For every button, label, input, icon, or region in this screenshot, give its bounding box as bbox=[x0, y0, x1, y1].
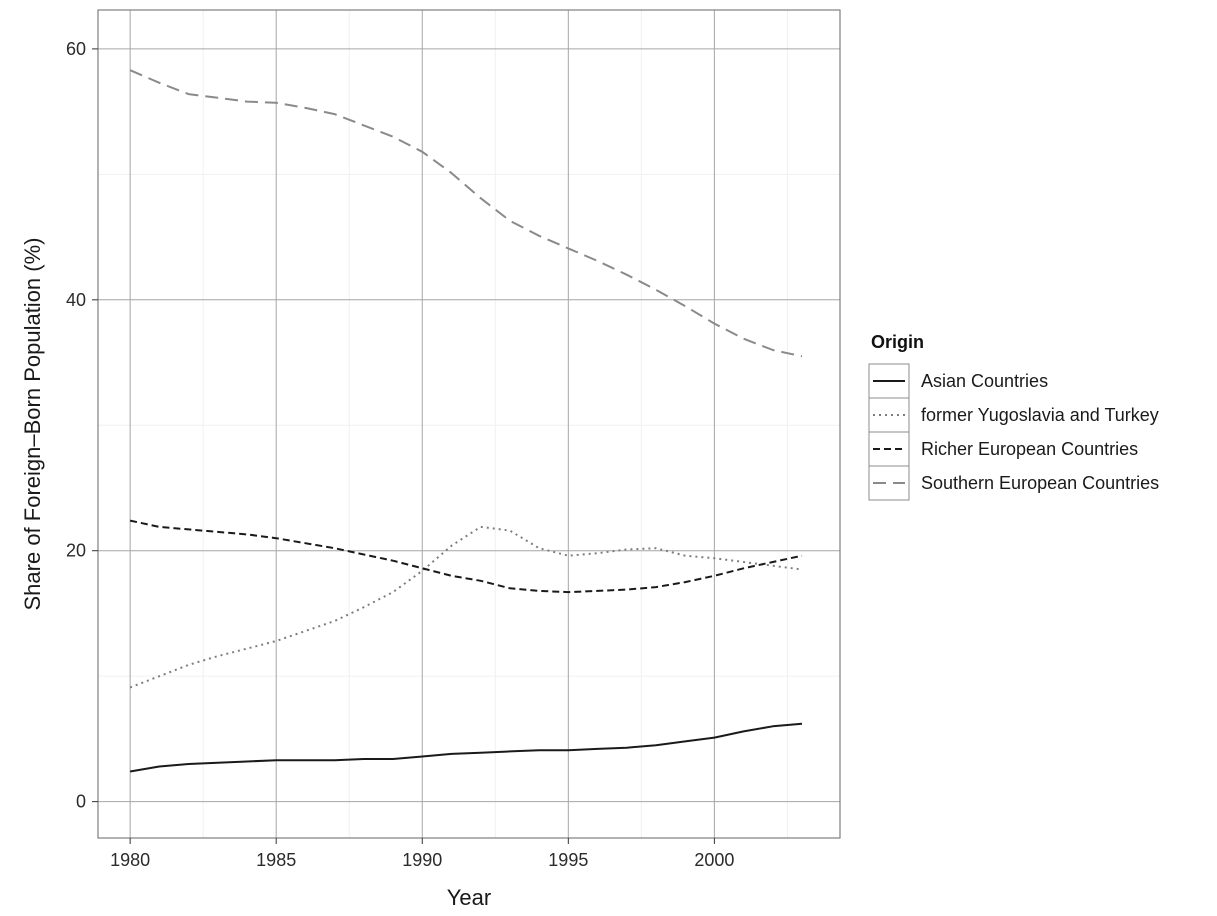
legend: Origin Asian Countries former Yugoslavia … bbox=[868, 332, 1159, 501]
y-tick-label: 40 bbox=[66, 290, 86, 310]
legend-label-2: former Yugoslavia and Turkey bbox=[921, 405, 1159, 425]
plot-area bbox=[98, 10, 840, 838]
x-tick-label: 1985 bbox=[256, 850, 296, 870]
plot-background bbox=[98, 10, 840, 838]
legend-label-4: Southern European Countries bbox=[921, 473, 1159, 493]
series-line-1 bbox=[129, 722, 803, 773]
legend-label-1: Asian Countries bbox=[921, 371, 1048, 391]
y-tick-label: 60 bbox=[66, 39, 86, 59]
x-tick-label: 1990 bbox=[402, 850, 442, 870]
axis-ticks: 1980 1985 1990 1995 2000 0 20 40 60 bbox=[66, 39, 734, 870]
series-line-2 bbox=[129, 525, 803, 689]
series-lines bbox=[129, 69, 803, 773]
legend-title: Origin bbox=[871, 332, 924, 352]
x-tick-label: 1980 bbox=[110, 850, 150, 870]
series-line-4 bbox=[129, 69, 803, 358]
gridlines bbox=[98, 10, 840, 838]
plot-frame bbox=[97, 9, 841, 839]
axis-titles: Year Share of Foreign–Born Population (%… bbox=[20, 238, 491, 911]
y-tick-label: 0 bbox=[76, 792, 86, 812]
series-line-3 bbox=[129, 519, 803, 594]
legend-label-3: Richer European Countries bbox=[921, 439, 1138, 459]
y-tick-label: 20 bbox=[66, 541, 86, 561]
x-axis-title: Year bbox=[447, 885, 491, 910]
x-tick-label: 1995 bbox=[548, 850, 588, 870]
y-axis-title: Share of Foreign–Born Population (%) bbox=[20, 238, 45, 611]
x-tick-label: 2000 bbox=[694, 850, 734, 870]
panel-border bbox=[97, 9, 841, 839]
